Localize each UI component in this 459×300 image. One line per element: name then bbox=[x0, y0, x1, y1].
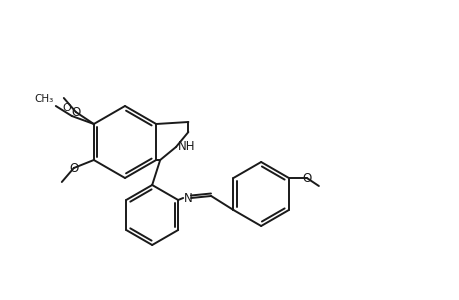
Text: N: N bbox=[184, 191, 192, 205]
Text: O: O bbox=[71, 106, 80, 118]
Text: CH₃: CH₃ bbox=[34, 94, 54, 104]
Text: NH: NH bbox=[178, 140, 195, 152]
Text: O: O bbox=[302, 172, 311, 184]
Text: O: O bbox=[62, 103, 71, 113]
Text: O: O bbox=[69, 161, 78, 175]
